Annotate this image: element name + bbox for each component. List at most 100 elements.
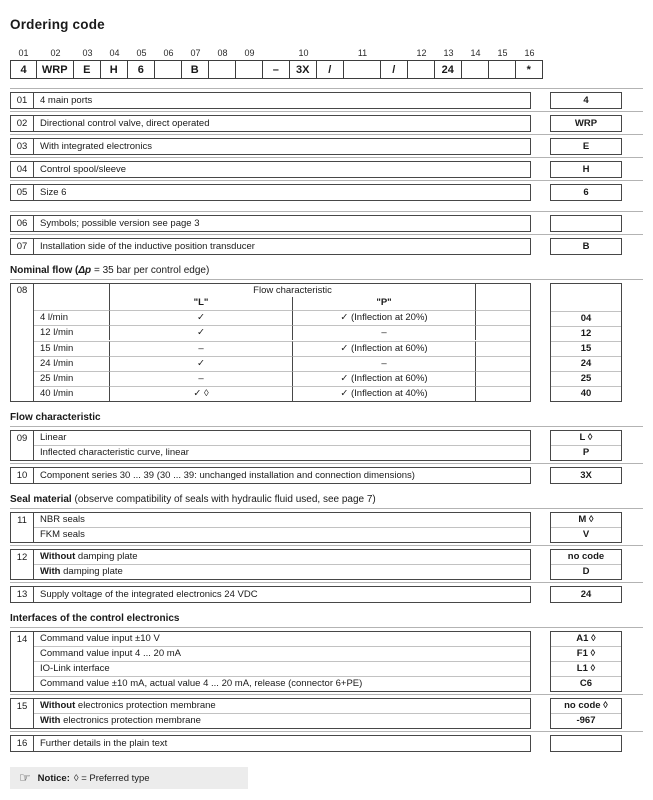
- row-description: Further details in the plain text: [40, 738, 168, 749]
- strip-cell-04: 04 H: [99, 47, 128, 79]
- row-number: 04: [11, 162, 34, 177]
- row-code: A1 ◊: [576, 633, 596, 644]
- flow-label: 12 l/min: [34, 325, 109, 340]
- row-code: 3X: [550, 467, 622, 484]
- row-code: D: [551, 564, 621, 579]
- notice-box: ☞ Notice: ◊ = Preferred type: [10, 767, 248, 789]
- strip-cell-dash: –: [261, 47, 290, 79]
- table-cell-empty: [475, 297, 530, 311]
- strip-position-label: 05: [136, 48, 147, 58]
- ordering-row-10: 10 Component series 30 ... 39 (30 ... 39:…: [10, 463, 643, 484]
- table-header-flow-characteristic: Flow characteristic: [109, 284, 475, 297]
- table-cell-empty: [34, 284, 109, 297]
- ordering-row-15: 15 Without electronics protection membra…: [10, 694, 643, 729]
- flow-label: 4 l/min: [34, 310, 109, 325]
- row-code: P: [551, 445, 621, 460]
- flow-label: 15 l/min: [34, 340, 109, 356]
- strip-position-label: [317, 47, 344, 60]
- table-cell-empty: [475, 325, 530, 341]
- strip-cell-13: 13 24: [433, 47, 462, 79]
- row-code: [550, 735, 622, 752]
- table-cell-empty: [475, 340, 530, 356]
- row-code: WRP: [550, 115, 622, 132]
- table-subheader-P: "P": [292, 297, 475, 311]
- strip-code-box: [153, 60, 182, 79]
- row-code-empty: [551, 284, 621, 311]
- strip-code-box: [234, 60, 263, 79]
- row-number: 07: [11, 239, 34, 254]
- row-number: 02: [11, 116, 34, 131]
- row-code: 12: [551, 326, 621, 341]
- row-number: 01: [11, 93, 34, 108]
- nominal-flow-table: 08 Flow characteristic "L" "P" 4 l/min ✓…: [10, 279, 643, 402]
- row-description: 4 main ports: [40, 95, 93, 106]
- strip-code-box: B: [180, 60, 209, 79]
- flow-L-value: ✓ ◊: [109, 385, 292, 401]
- flow-P-value: –: [292, 355, 475, 371]
- row-description: IO-Link interface: [34, 661, 530, 676]
- row-code: 04: [551, 311, 621, 326]
- strip-cell-03: 03 E: [72, 47, 101, 79]
- notice-text: ◊ = Preferred type: [73, 772, 150, 784]
- strip-code-box: 6: [126, 60, 155, 79]
- ordering-row-04: 04 Control spool/sleeve H: [10, 157, 643, 178]
- strip-cell-slash-2: /: [379, 47, 408, 79]
- row-code: 6: [550, 184, 622, 201]
- strip-code-box: WRP: [35, 60, 74, 79]
- table-cell-empty: [475, 310, 530, 326]
- row-code: M ◊: [578, 514, 594, 525]
- strip-cell-slash-1: /: [315, 47, 344, 79]
- strip-cell-14: 14: [460, 47, 489, 79]
- ordering-row-05: 05 Size 6 6: [10, 180, 643, 201]
- row-number: 15: [11, 699, 34, 728]
- row-description: NBR seals: [40, 514, 85, 525]
- row-code: E: [550, 138, 622, 155]
- strip-cell-12: 12: [406, 47, 435, 79]
- ordering-row-06: 06 Symbols; possible version see page 3: [10, 211, 643, 232]
- strip-code-box: 24: [433, 60, 462, 79]
- row-description: Linear: [40, 432, 67, 443]
- table-cell-empty: [475, 385, 530, 401]
- ordering-row-07: 07 Installation side of the inductive pos…: [10, 234, 643, 255]
- strip-code-box: /: [315, 60, 344, 79]
- row-description: Control spool/sleeve: [40, 164, 127, 175]
- strip-cell-05: 05 6: [126, 47, 155, 79]
- row-description: Component series 30 ... 39 (30 ... 39: u…: [40, 470, 415, 481]
- flow-label: 25 l/min: [34, 370, 109, 386]
- strip-position-label: 11: [357, 48, 368, 58]
- row-code: V: [551, 527, 621, 542]
- strip-cell-07: 07 B: [180, 47, 209, 79]
- flow-L-value: ✓: [109, 325, 292, 341]
- strip-cell-10: 10 3X: [288, 47, 317, 79]
- row-description: Size 6: [40, 187, 67, 198]
- row-description: Inflected characteristic curve, linear: [34, 445, 530, 460]
- strip-code-box: E: [72, 60, 101, 79]
- strip-code-box: [487, 60, 516, 79]
- flow-L-value: –: [109, 340, 292, 356]
- row-description: Supply voltage of the integrated electro…: [40, 589, 258, 600]
- row-code: L1 ◊: [551, 661, 621, 676]
- strip-position-label: 03: [82, 48, 93, 58]
- row-code: 24: [551, 356, 621, 371]
- ordering-row-09: 09 Linear Inflected characteristic curve…: [10, 426, 643, 461]
- flow-L-value: ✓: [109, 310, 292, 326]
- strip-code-box: 4: [10, 60, 37, 79]
- strip-code-box: [460, 60, 489, 79]
- section-heading-flow-characteristic: Flow characteristic: [10, 412, 101, 423]
- row-description: With integrated electronics: [40, 141, 152, 152]
- flow-P-value: ✓ (Inflection at 60%): [292, 340, 475, 356]
- row-code: no code: [567, 551, 605, 562]
- ordering-row-02: 02 Directional control valve, direct oper…: [10, 111, 643, 132]
- table-cell-empty: [475, 370, 530, 386]
- row-code: C6: [551, 676, 621, 691]
- row-description: Command value input ±10 V: [40, 633, 160, 644]
- ordering-row-03: 03 With integrated electronics E: [10, 134, 643, 155]
- strip-cell-15: 15: [487, 47, 516, 79]
- section-heading-seal-material: Seal material (observe compatibility of …: [10, 494, 376, 505]
- row-number: 05: [11, 185, 34, 200]
- row-number: 13: [11, 587, 34, 602]
- table-cell-empty: [475, 355, 530, 371]
- row-number: 06: [11, 216, 34, 231]
- row-code: B: [550, 238, 622, 255]
- strip-position-label: [381, 47, 408, 60]
